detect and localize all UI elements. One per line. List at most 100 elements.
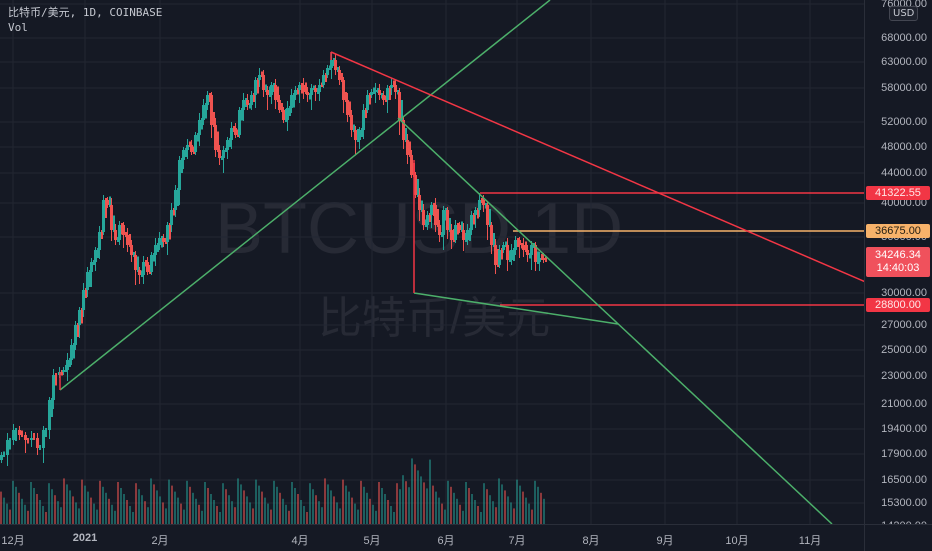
uptrend-line[interactable]: [59, 0, 551, 391]
candle-body: [482, 200, 485, 205]
price-pane[interactable]: BTCUSD 1D 比特币/美元 比特币/美元, 1D, COINBASE Vo…: [0, 0, 864, 524]
candle-body: [261, 71, 263, 77]
volume-bar: [198, 504, 200, 524]
candle-body: [293, 93, 295, 108]
volume-bar: [174, 491, 176, 524]
candle-body: [309, 93, 311, 100]
volume-bar: [111, 504, 113, 524]
candle-body: [89, 270, 91, 287]
volume-bar: [429, 459, 431, 524]
price-tick-label: 25000.00: [881, 344, 927, 356]
volume-legend[interactable]: Vol: [8, 21, 28, 34]
candle-body: [177, 188, 179, 206]
candle-body: [201, 118, 203, 130]
candle-body: [142, 262, 145, 275]
candle-body: [33, 433, 35, 440]
volume-bar: [384, 494, 386, 524]
symbol-legend[interactable]: 比特币/美元, 1D, COINBASE: [8, 6, 163, 19]
volume-bar: [282, 498, 284, 524]
candle-body: [126, 235, 129, 245]
volume-bar: [0, 491, 2, 524]
scale-corner[interactable]: [864, 524, 932, 551]
candle-body: [253, 93, 255, 102]
candle-body: [122, 225, 125, 235]
candle-body: [369, 93, 371, 105]
volume-bar: [396, 483, 398, 524]
candle-body: [51, 398, 53, 417]
volume-bar: [54, 495, 56, 524]
candle-body: [162, 238, 165, 242]
lower-downtrend-line[interactable]: [397, 117, 833, 524]
volume-bar: [318, 501, 320, 524]
time-tick-label: 2月: [151, 535, 169, 547]
candle-body: [450, 230, 453, 240]
volume-bar: [534, 480, 536, 524]
volume-bar: [315, 495, 317, 524]
candle-body: [422, 210, 425, 225]
currency-badge[interactable]: USD: [889, 6, 919, 21]
volume-bar: [279, 492, 281, 524]
volume-bar: [426, 488, 428, 524]
wedge-bottom-line[interactable]: [413, 292, 619, 325]
candle-body: [153, 253, 155, 262]
volume-bar: [339, 508, 341, 524]
volume-bar: [351, 497, 353, 524]
volume-bar: [51, 489, 53, 524]
volume-bar: [420, 476, 422, 524]
candle-body: [374, 90, 377, 92]
candle-body: [313, 85, 315, 90]
volume-bar: [168, 479, 170, 524]
time-scale[interactable]: 12月 2021 2月 4月 5月 6月 7月 8月 9月 10月 11月: [0, 524, 864, 551]
volume-bar: [294, 488, 296, 524]
level-price-tag[interactable]: 41322.55: [866, 186, 930, 200]
volume-bar: [423, 482, 425, 524]
upper-downtrend-line[interactable]: [330, 51, 864, 283]
volume-bar: [213, 500, 215, 524]
volume-bar: [267, 503, 269, 524]
price-tick-label: 44000.00: [881, 167, 927, 179]
volume-bar: [450, 486, 452, 524]
candle-body: [538, 258, 541, 262]
volume-bar: [138, 489, 140, 524]
candle-body: [173, 208, 175, 216]
volume-bar: [90, 497, 92, 524]
volume-bar: [156, 490, 158, 524]
candle-body: [27, 438, 29, 444]
candle-body: [394, 85, 397, 92]
price-scale[interactable]: 76000.00 68000.00 63000.00 58000.00 52000.00…: [864, 0, 932, 532]
candle-body: [513, 248, 515, 261]
volume-bar: [30, 482, 32, 524]
volume-bar: [222, 483, 224, 524]
volume-bar: [150, 478, 152, 524]
volume-bar: [453, 492, 455, 524]
candle-body: [505, 241, 507, 247]
candle-body: [382, 95, 385, 100]
candle-body: [494, 245, 497, 265]
volume-bar: [297, 494, 299, 524]
level-price-tag[interactable]: 36675.00: [866, 224, 930, 238]
chart-canvas[interactable]: [0, 0, 864, 524]
candle-body: [262, 75, 265, 90]
volume-bar: [45, 512, 47, 524]
volume-bar: [39, 500, 41, 524]
candle-body: [118, 225, 121, 240]
candle-body: [101, 230, 103, 239]
candle-body: [429, 213, 431, 222]
price-tick-label: 52000.00: [881, 116, 927, 128]
candle-body: [266, 90, 269, 95]
volume-bar: [504, 490, 506, 524]
time-tick-label: 4月: [291, 535, 309, 547]
candle-body: [90, 262, 93, 272]
candle-body: [353, 124, 355, 132]
volume-bar: [333, 496, 335, 524]
candle-body: [130, 245, 133, 255]
candle-body: [537, 251, 539, 264]
volume-bar: [81, 479, 83, 524]
volume-bar: [207, 488, 209, 524]
candle-body: [137, 256, 139, 272]
candle-body: [430, 205, 433, 215]
level-price-tag[interactable]: 28800.00: [866, 298, 930, 312]
candle-body: [525, 241, 527, 252]
candle-body: [158, 238, 161, 245]
